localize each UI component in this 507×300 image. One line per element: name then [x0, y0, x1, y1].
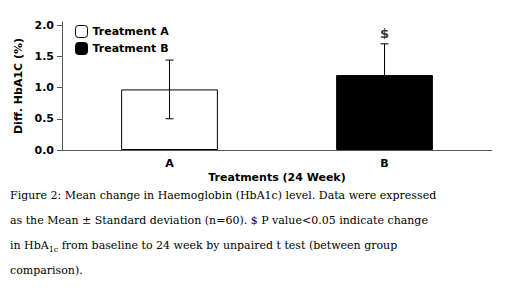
svg-text:Treatments (24 Week): Treatments (24 Week) — [208, 171, 345, 184]
svg-text:as the Mean ± Standard deviati: as the Mean ± Standard deviation (n=60).… — [10, 214, 428, 227]
svg-text:Diff. HbA1C (%): Diff. HbA1C (%) — [12, 38, 25, 134]
svg-text:Treatment A: Treatment A — [93, 25, 170, 38]
svg-text:1c: 1c — [49, 245, 59, 254]
svg-text:from baseline to 24 week by un: from baseline to 24 week by unpaired t t… — [58, 239, 397, 252]
svg-text:$: $ — [380, 26, 389, 41]
svg-text:A: A — [165, 157, 174, 170]
svg-text:2.0: 2.0 — [35, 19, 55, 32]
svg-text:0.5: 0.5 — [35, 112, 55, 125]
svg-text:comparison).: comparison). — [10, 264, 83, 277]
svg-text:1.0: 1.0 — [35, 81, 55, 94]
svg-text:0.0: 0.0 — [35, 144, 55, 157]
svg-text:B: B — [380, 157, 388, 170]
svg-text:Figure 2: Mean change in Haemo: Figure 2: Mean change in Haemoglobin (Hb… — [10, 189, 436, 202]
svg-text:1.5: 1.5 — [35, 50, 55, 63]
svg-text:in HbA: in HbA — [10, 239, 50, 252]
svg-text:Treatment B: Treatment B — [93, 42, 169, 55]
